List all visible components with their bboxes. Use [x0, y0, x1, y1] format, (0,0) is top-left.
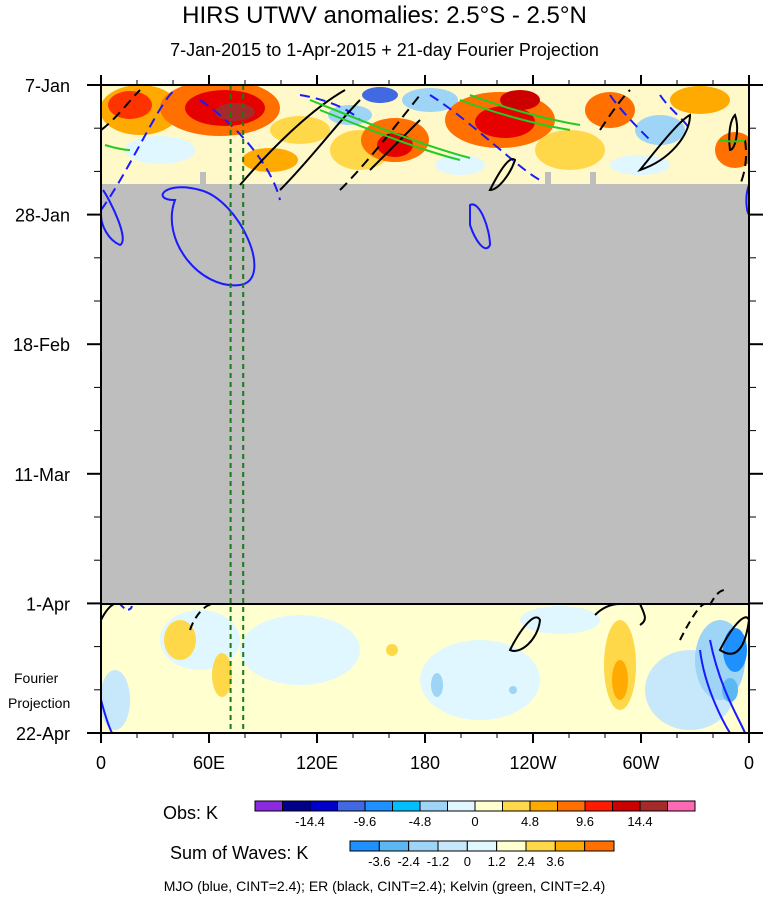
vertical-markers: [229, 85, 245, 733]
x-tick-label: 60W: [622, 753, 659, 773]
x-tick-label: 120W: [509, 753, 556, 773]
colorbar-box: [408, 840, 439, 852]
obs-colorbar-tick-label: 0: [471, 814, 478, 829]
colorbar-box: [667, 800, 696, 812]
colorbar-box: [419, 800, 448, 812]
colorbar-box: [378, 840, 410, 852]
waves-colorbar-tick-label: 3.6: [546, 854, 564, 869]
obs-colorbar-tick-label: -9.6: [354, 814, 376, 829]
contour-legend-footer: MJO (blue, CINT=2.4); ER (black, CINT=2.…: [163, 878, 606, 894]
waves-colorbar-tick-label: -2.4: [397, 854, 419, 869]
colorbar-box: [639, 800, 668, 812]
colorbar-box: [474, 800, 503, 812]
y-tick-label: 18-Feb: [13, 335, 70, 355]
colorbar-box: [309, 800, 338, 812]
waves-colorbar-tick-label: -3.6: [368, 854, 390, 869]
waves-colorbar-tick-label: -1.2: [427, 854, 449, 869]
colorbar-box: [612, 800, 641, 812]
chart-title: HIRS UTWV anomalies: 2.5°S - 2.5°N: [182, 2, 587, 29]
obs-colorbar-tick-label: 4.8: [521, 814, 539, 829]
projection-label-line2: Projection: [8, 695, 71, 711]
waves-colorbar-tick-label: 2.4: [517, 854, 535, 869]
colorbar-box: [502, 800, 531, 812]
colorbar-box: [584, 800, 613, 812]
wave-contours: [101, 89, 749, 733]
x-tick-label: 0: [96, 753, 106, 773]
waves-colorbar-label: Sum of Waves: K: [170, 843, 309, 863]
colorbar-box: [364, 800, 393, 812]
colorbar-box: [554, 840, 586, 852]
y-tick-label: 7-Jan: [25, 76, 70, 96]
obs-colorbar-tick-label: -4.8: [409, 814, 431, 829]
obs-colorbar-tick-label: 14.4: [627, 814, 652, 829]
x-tick-label: 60E: [193, 753, 225, 773]
colorbar-box: [349, 840, 380, 852]
colorbar-box: [525, 840, 556, 852]
x-tick-label: 120E: [296, 753, 338, 773]
colorbar-box: [447, 800, 476, 812]
waves-colorbar-tick-label: 1.2: [488, 854, 506, 869]
obs-colorbar-label: Obs: K: [163, 803, 219, 823]
x-tick-label: 180: [410, 753, 440, 773]
colorbar-box: [254, 800, 283, 812]
x-tick-label: 0: [744, 753, 754, 773]
y-tick-label: 28-Jan: [15, 206, 70, 226]
colorbar-box: [437, 840, 468, 852]
projection-anomaly-field: [101, 604, 749, 733]
obs-colorbar-tick-label: 9.6: [576, 814, 594, 829]
chart-subtitle: 7-Jan-2015 to 1-Apr-2015 + 21-day Fourie…: [170, 40, 599, 60]
obs-colorbar-tick-label: -14.4: [295, 814, 325, 829]
y-tick-label: 11-Mar: [14, 465, 70, 485]
colorbar-box: [392, 800, 421, 812]
projection-label-line1: Fourier: [14, 670, 59, 686]
colorbar-box: [557, 800, 586, 812]
colorbar-box: [337, 800, 366, 812]
colorbar-box: [466, 840, 498, 852]
colorbar-box: [529, 800, 558, 812]
waves-colorbar: -3.6 -2.4 -1.2 0 1.2 2.4 3.6: [349, 840, 615, 869]
y-tick-label: 22-Apr: [16, 724, 70, 744]
colorbar-box: [282, 800, 311, 812]
obs-colorbar: -14.4 -9.6 -4.8 0 4.8 9.6 14.4: [254, 800, 696, 829]
y-tick-label: 1-Apr: [26, 594, 70, 614]
colorbar-box: [496, 840, 527, 852]
colorbar-box: [584, 840, 615, 852]
waves-colorbar-tick-label: 0: [464, 854, 471, 869]
obs-anomaly-field: [101, 85, 749, 184]
